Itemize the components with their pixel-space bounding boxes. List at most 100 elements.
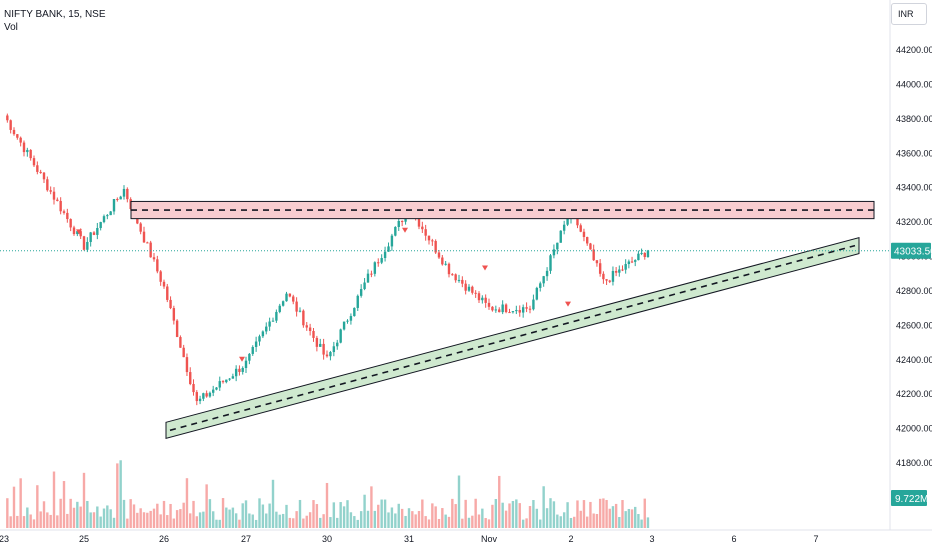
candle-body <box>421 226 424 230</box>
candle-body <box>437 252 441 258</box>
candle-body <box>295 301 298 312</box>
candle-body <box>278 305 281 312</box>
candle-body <box>228 378 231 380</box>
volume-bar <box>122 499 126 528</box>
candle-body <box>387 246 390 252</box>
y-tick-label: 42600.00 <box>896 320 932 330</box>
candle-body <box>315 337 319 347</box>
candle-body <box>518 309 521 313</box>
x-tick-label: 7 <box>813 534 818 544</box>
candle-body <box>218 381 221 388</box>
currency-selector[interactable]: INR <box>891 3 927 25</box>
volume-bar <box>411 511 414 528</box>
x-tick-label: 26 <box>159 534 169 544</box>
volume-bar <box>464 499 467 528</box>
y-tick-label: 44000.00 <box>896 79 932 89</box>
volume-bar <box>377 504 380 528</box>
candle-body <box>172 308 176 321</box>
volume-bar <box>162 500 166 528</box>
volume-bar <box>521 519 525 528</box>
candle-body <box>552 249 556 256</box>
candle-body <box>109 211 112 216</box>
volume-bar <box>169 503 172 528</box>
candle-body <box>511 311 515 313</box>
volume-bar <box>308 512 312 528</box>
candle-body <box>349 316 353 321</box>
volume-bar <box>566 502 569 528</box>
candle-body <box>231 376 235 379</box>
candle-body <box>112 198 116 212</box>
candle-body <box>82 236 86 250</box>
volume-bar <box>325 482 329 528</box>
candle-body <box>49 190 52 192</box>
volume-bar <box>643 498 646 528</box>
resistance-zone[interactable] <box>130 200 875 220</box>
volume-bar <box>142 512 146 528</box>
volume-bar <box>621 500 624 528</box>
volume-bar <box>515 499 518 528</box>
support-channel[interactable] <box>165 236 860 439</box>
candle-body <box>467 286 471 291</box>
volume-bar <box>79 506 82 528</box>
candle-body <box>501 304 504 313</box>
volume-bar <box>400 508 404 528</box>
volume-bar <box>467 517 471 528</box>
volume-bar <box>424 516 427 528</box>
volume-bar <box>129 499 132 528</box>
x-tick-label: 23 <box>0 534 9 544</box>
volume-bar <box>298 499 302 528</box>
volume-bar <box>421 499 424 528</box>
candle-body <box>611 271 615 282</box>
candle-body <box>342 321 346 330</box>
candle-body <box>96 228 99 235</box>
signal-marker <box>239 356 245 362</box>
volume-bar <box>477 514 481 528</box>
x-tick-label: 2 <box>568 534 573 544</box>
volume-bar <box>373 510 377 528</box>
candle-body <box>377 262 380 264</box>
volume-bar <box>258 498 261 528</box>
volume-bar <box>573 516 576 528</box>
candle-body <box>491 306 494 311</box>
candle-body <box>640 252 643 254</box>
volume-bar <box>271 479 275 528</box>
volume-bar <box>205 484 208 528</box>
candle-body <box>498 309 501 313</box>
volume-bar <box>359 511 363 528</box>
candle-body <box>634 260 637 262</box>
volume-bar <box>383 499 387 528</box>
candle-body <box>356 295 359 308</box>
symbol-title[interactable]: NIFTY BANK, 15, NSE <box>4 9 106 20</box>
candle-body <box>62 211 66 213</box>
volume-bar <box>589 501 592 528</box>
volume-bar <box>427 519 431 528</box>
candle-body <box>72 227 76 235</box>
candle-body <box>451 274 454 276</box>
candle-body <box>166 286 169 300</box>
candle-body <box>515 309 518 312</box>
candle-body <box>582 231 586 238</box>
x-tick-label: 6 <box>731 534 736 544</box>
volume-bar <box>126 518 129 528</box>
volume-indicator-label[interactable]: Vol <box>4 22 18 33</box>
last-volume-value: 9.722M <box>895 494 928 505</box>
volume-bar <box>76 501 79 528</box>
candle-body <box>397 220 400 227</box>
time-axis[interactable]: 23 25 26 27 30 31 Nov 2 3 6 7 <box>0 529 932 544</box>
volume-bar <box>251 514 254 528</box>
volume-bar <box>611 506 615 528</box>
volume-bar <box>454 504 457 528</box>
volume-bar <box>618 517 621 528</box>
candle-body <box>169 299 172 309</box>
volume-bar <box>484 518 487 528</box>
candle-body <box>162 281 166 287</box>
price-axis[interactable]: 44200.00 44000.00 43800.00 43600.00 43400.00… <box>889 0 932 530</box>
candle-body <box>539 283 542 288</box>
volume-bar <box>387 512 390 528</box>
volume-bar <box>182 502 185 528</box>
candle-body <box>292 296 295 302</box>
candle-body <box>566 218 569 225</box>
candle-body <box>494 309 498 311</box>
volume-bar <box>404 515 407 528</box>
